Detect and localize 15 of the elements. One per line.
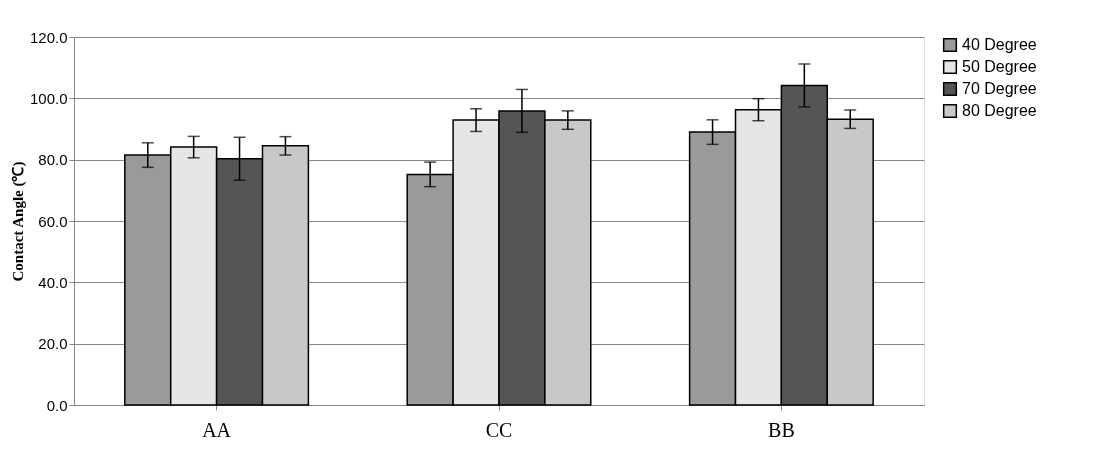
y-tick-label: 0.0 xyxy=(46,396,68,414)
legend-label: 50 Degree xyxy=(962,58,1037,75)
y-axis-title: Contact Angle (℃) xyxy=(9,161,27,282)
x-tick-label: CC xyxy=(485,418,513,441)
x-tick-label: BB xyxy=(768,418,795,441)
legend-label: 40 Degree xyxy=(962,36,1037,53)
y-tick-label: 80.0 xyxy=(38,151,68,169)
y-tick-label: 40.0 xyxy=(38,273,68,291)
y-tick-label: 120.0 xyxy=(29,28,68,46)
y-tick-label: 20.0 xyxy=(38,335,68,353)
legend-label: 70 Degree xyxy=(962,80,1037,97)
x-tick-label: AA xyxy=(202,418,232,441)
y-tick-label: 100.0 xyxy=(29,89,68,107)
y-tick-label: 60.0 xyxy=(38,212,68,230)
legend-label: 80 Degree xyxy=(962,102,1037,119)
